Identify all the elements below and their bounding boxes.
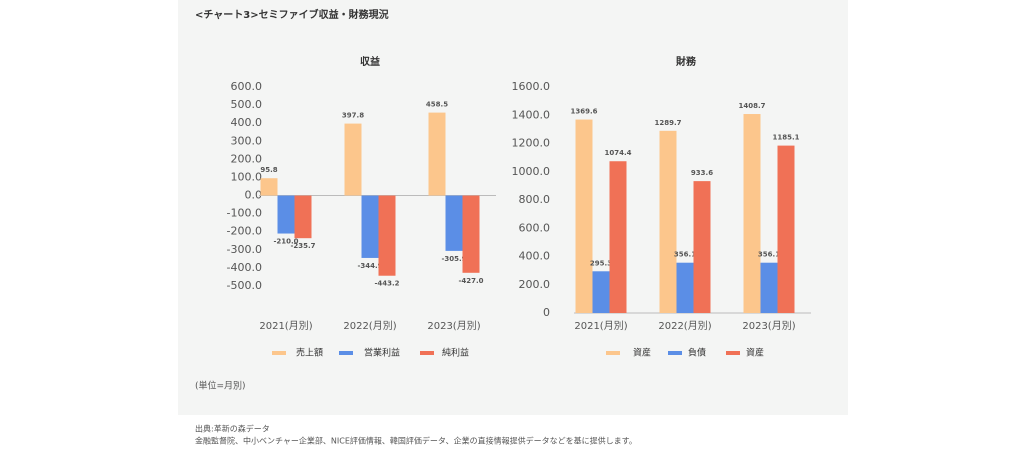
y-tick-label: -400.0 (227, 261, 262, 274)
bar (294, 195, 312, 239)
chart-title: 財務 (675, 55, 697, 68)
value-label: -305.9 (441, 255, 466, 263)
value-label: -235.7 (290, 242, 315, 250)
value-label: 356.1 (758, 251, 780, 259)
value-label: -427.0 (458, 277, 483, 285)
bar (693, 181, 711, 313)
value-label: 1408.7 (738, 102, 765, 110)
bar (676, 262, 694, 313)
value-label: 1369.6 (570, 108, 597, 116)
x-tick-label: 2022(月別) (658, 320, 711, 332)
legend-swatch (420, 351, 434, 355)
bar (277, 195, 295, 234)
value-label: 458.5 (426, 101, 448, 109)
legend-swatch (668, 351, 682, 355)
legend-label: 資産 (633, 347, 651, 359)
value-label: 397.8 (342, 112, 364, 120)
x-tick-label: 2023(月別) (427, 320, 480, 332)
unit-note: (単位=月別) (195, 380, 246, 392)
value-label: -344.9 (357, 262, 382, 270)
x-tick-label: 2023(月別) (742, 320, 795, 332)
bar (260, 178, 278, 196)
legend-label: 売上額 (296, 347, 323, 359)
y-tick-label: -200.0 (227, 225, 262, 238)
legend-label: 営業利益 (364, 347, 400, 359)
value-label: 95.8 (260, 166, 277, 174)
legend-swatch (606, 351, 620, 355)
y-tick-label: 1600.0 (512, 80, 551, 93)
legend-swatch (726, 351, 740, 355)
value-label: -210.0 (273, 238, 298, 246)
legend-label: 純利益 (442, 347, 469, 359)
page-title: <チャート3>セミファイブ収益・財務現況 (195, 8, 389, 21)
y-tick-label: 800.0 (519, 193, 551, 206)
chart-title: 収益 (360, 55, 380, 68)
y-tick-label: 1000.0 (512, 165, 551, 178)
bar (659, 130, 677, 313)
bar (361, 195, 379, 258)
bar (777, 145, 795, 313)
y-tick-label: 200.0 (519, 278, 551, 291)
bar (760, 262, 778, 313)
legend-swatch (272, 351, 286, 355)
value-label: 295.3 (590, 259, 612, 267)
legend-label: 資産 (746, 347, 764, 359)
bar (378, 195, 396, 276)
bar (743, 114, 761, 314)
bar (609, 161, 627, 313)
y-tick-label: 0.0 (245, 189, 263, 202)
source: 出典:革新の森データ (195, 424, 270, 434)
y-tick-label: 300.0 (231, 134, 263, 147)
value-label: 933.6 (691, 169, 713, 177)
value-label: -443.2 (374, 280, 399, 288)
value-label: 1289.7 (654, 119, 681, 127)
y-tick-label: 500.0 (231, 98, 263, 111)
bar (462, 195, 480, 273)
value-label: 356.1 (674, 251, 696, 259)
value-label: 1074.4 (604, 149, 631, 157)
y-tick-label: 100.0 (231, 170, 263, 183)
y-tick-label: 1200.0 (512, 137, 551, 150)
y-tick-label: -100.0 (227, 207, 262, 220)
y-tick-label: 0 (543, 306, 550, 319)
x-tick-label: 2021(月別) (574, 320, 627, 332)
value-label: 1185.1 (772, 134, 799, 142)
source: 金融監督院、中小ベンチャー企業部、NICE評価情報、韓国評価データ、企業の直接情… (195, 436, 637, 446)
bar (445, 195, 463, 251)
bar (575, 119, 593, 313)
bar (592, 271, 610, 313)
y-tick-label: 200.0 (231, 152, 263, 165)
y-tick-label: 400.0 (519, 250, 551, 263)
x-tick-label: 2021(月別) (259, 320, 312, 332)
y-tick-label: 600.0 (519, 221, 551, 234)
bar (428, 112, 446, 196)
y-tick-label: 600.0 (231, 80, 263, 93)
y-tick-label: 400.0 (231, 116, 263, 129)
bar (344, 123, 362, 196)
y-tick-label: 1400.0 (512, 108, 551, 121)
legend-label: 負債 (688, 347, 706, 359)
y-tick-label: -300.0 (227, 243, 262, 256)
x-tick-label: 2022(月別) (343, 320, 396, 332)
y-tick-label: -500.0 (227, 279, 262, 292)
legend-swatch (339, 351, 353, 355)
